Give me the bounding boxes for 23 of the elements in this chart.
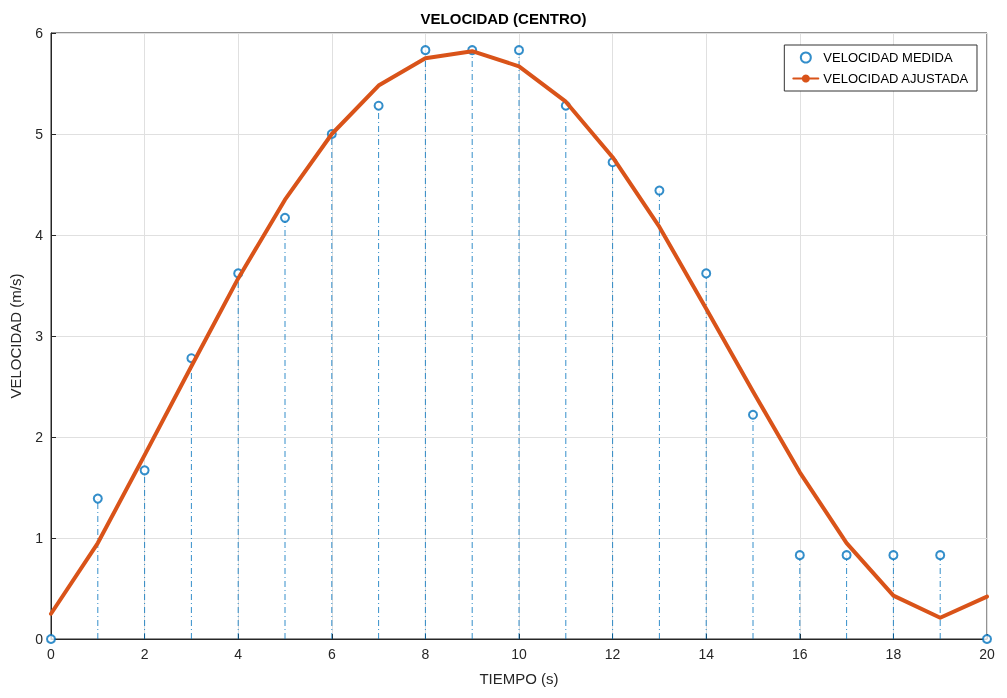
x-tick-label: 8 bbox=[421, 646, 430, 662]
x-tick-label: 0 bbox=[47, 646, 56, 662]
y-tick-label: 3 bbox=[35, 328, 44, 344]
x-tick-label: 6 bbox=[327, 646, 336, 662]
x-axis-title: TIEMPO (s) bbox=[479, 670, 559, 687]
x-tick-label: 12 bbox=[604, 646, 621, 662]
y-tick-label: 4 bbox=[35, 227, 44, 243]
x-tick-label: 10 bbox=[511, 646, 527, 662]
y-tick-label: 1 bbox=[35, 530, 44, 546]
legend-label: VELOCIDAD AJUSTADA bbox=[823, 71, 969, 86]
legend-label: VELOCIDAD MEDIDA bbox=[823, 50, 953, 65]
x-tick-label: 18 bbox=[885, 646, 902, 662]
x-tick-label: 2 bbox=[140, 646, 149, 662]
x-tick-label: 14 bbox=[698, 646, 715, 662]
x-tick-label: 16 bbox=[792, 646, 808, 662]
y-tick-label: 5 bbox=[35, 126, 44, 142]
y-tick-label: 2 bbox=[35, 429, 44, 445]
y-tick-label: 6 bbox=[35, 25, 44, 41]
y-axis-title: VELOCIDAD (m/s) bbox=[7, 273, 24, 399]
x-tick-label: 4 bbox=[234, 646, 243, 662]
y-tick-label: 0 bbox=[35, 631, 44, 647]
chart-title: VELOCIDAD (CENTRO) bbox=[420, 10, 587, 27]
x-tick-label: 20 bbox=[979, 646, 995, 662]
